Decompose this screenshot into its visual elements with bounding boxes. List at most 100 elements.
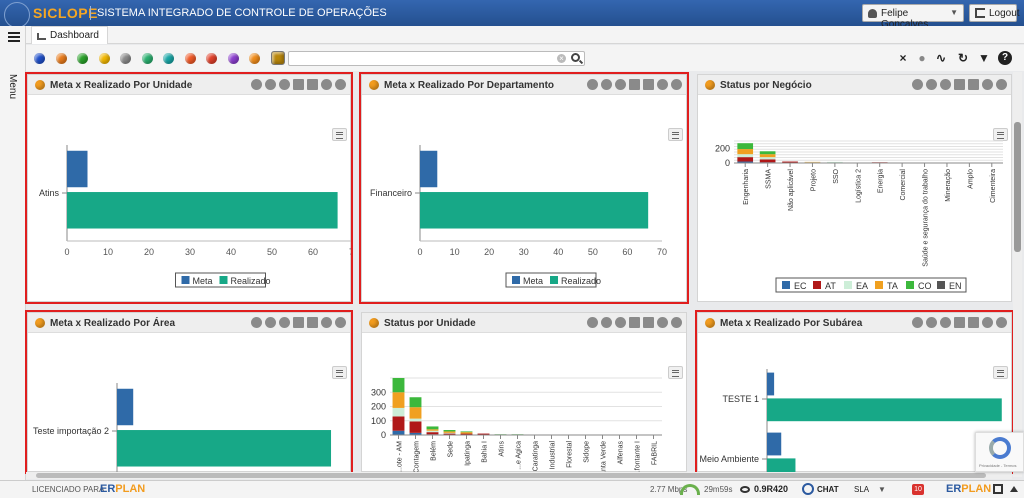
fullscreen-icon[interactable] — [993, 484, 1003, 494]
download-icon[interactable] — [293, 79, 304, 90]
settings-icon[interactable] — [321, 317, 332, 328]
settings-icon[interactable] — [657, 79, 668, 90]
recaptcha-text[interactable]: Privacidade - Termos — [979, 463, 1017, 468]
status-filter-dot[interactable] — [77, 53, 88, 64]
download-icon[interactable] — [293, 317, 304, 328]
search-input[interactable] — [288, 51, 585, 66]
email-icon[interactable] — [968, 79, 979, 90]
recaptcha-badge[interactable]: Privacidade - Termos — [975, 432, 1024, 472]
pin-icon[interactable] — [279, 79, 290, 90]
legend-box — [775, 277, 967, 293]
block-icon[interactable] — [671, 317, 682, 328]
block-icon[interactable] — [335, 79, 346, 90]
chart: 0 200 Engenharia SSMA Não aplicável Projeto SS… — [715, 140, 1003, 293]
activity-icon[interactable]: ∿ — [935, 51, 947, 65]
status-dot-icon[interactable]: ● — [918, 51, 926, 65]
refresh-icon[interactable] — [601, 79, 612, 90]
vertical-scroll-thumb[interactable] — [1014, 122, 1021, 252]
status-filter-dot[interactable] — [249, 53, 260, 64]
calendar-badge[interactable]: 10 — [912, 484, 924, 495]
status-filter-dot[interactable] — [34, 53, 45, 64]
block-icon[interactable] — [996, 317, 1007, 328]
bar-realizado — [767, 458, 796, 473]
refresh-icon[interactable]: ↻ — [957, 51, 969, 65]
x-tick-label: Projeto — [810, 169, 817, 191]
clear-search-icon[interactable]: × — [557, 54, 566, 63]
chevron-down-icon[interactable]: ▼ — [878, 485, 886, 494]
email-icon[interactable] — [643, 79, 654, 90]
refresh-icon[interactable] — [926, 79, 937, 90]
status-filter-dot[interactable] — [227, 53, 239, 64]
horizontal-scroll-thumb[interactable] — [36, 473, 986, 478]
user-menu-button[interactable]: Felipe Gonçalves ▼ — [862, 4, 964, 30]
refresh-icon[interactable] — [926, 317, 937, 328]
refresh-icon[interactable] — [601, 317, 612, 328]
chart-menu-icon[interactable] — [668, 128, 683, 141]
chat-button[interactable]: CHAT — [817, 485, 839, 494]
panel-header: Meta x Realizado Por Unidade — [28, 75, 350, 95]
horizontal-scrollbar[interactable] — [26, 472, 1012, 479]
settings-icon[interactable] — [982, 317, 993, 328]
help-icon[interactable]: ? — [998, 51, 1012, 65]
vertical-scrollbar[interactable] — [1013, 72, 1022, 477]
zoom-icon[interactable] — [912, 79, 923, 90]
version-label: 0.9R420 — [754, 484, 789, 494]
download-icon[interactable] — [629, 317, 640, 328]
settings-icon[interactable] — [657, 317, 668, 328]
block-icon[interactable] — [335, 317, 346, 328]
refresh-icon[interactable] — [265, 79, 276, 90]
top-bar: SICLOPE SISTEMA INTEGRADO DE CONTROLE DE… — [0, 0, 1024, 30]
download-icon[interactable] — [954, 317, 965, 328]
search-icon[interactable] — [571, 53, 580, 62]
status-filter-dot[interactable] — [120, 53, 131, 64]
expand-icon[interactable] — [1010, 486, 1018, 492]
chart-menu-icon[interactable] — [332, 366, 347, 379]
status-filter-dot[interactable] — [206, 53, 217, 64]
block-icon[interactable] — [671, 79, 682, 90]
filter-icon[interactable]: ▼ — [978, 51, 990, 65]
pin-icon[interactable] — [940, 79, 951, 90]
status-dot-icon — [369, 318, 379, 328]
download-icon[interactable] — [629, 79, 640, 90]
status-filter-dot[interactable] — [270, 51, 285, 65]
tab-dashboard[interactable]: Dashboard — [31, 26, 108, 44]
chat-icon[interactable] — [802, 483, 814, 495]
email-icon[interactable] — [307, 79, 318, 90]
settings-icon[interactable] — [982, 79, 993, 90]
panel-header: Meta x Realizado Por Área — [28, 313, 350, 333]
zoom-icon[interactable] — [251, 317, 262, 328]
pin-icon[interactable] — [615, 317, 626, 328]
hamburger-icon[interactable] — [8, 32, 20, 42]
refresh-icon[interactable] — [265, 317, 276, 328]
pin-icon[interactable] — [279, 317, 290, 328]
menu-label[interactable]: Menu — [7, 74, 18, 100]
category-label: Atins — [39, 188, 60, 198]
pin-icon[interactable] — [940, 317, 951, 328]
sla-dropdown[interactable]: SLA — [854, 485, 870, 494]
chart-menu-icon[interactable] — [332, 128, 347, 141]
block-icon[interactable] — [996, 79, 1007, 90]
close-filters-icon[interactable]: × — [899, 51, 907, 65]
zoom-icon[interactable] — [587, 79, 598, 90]
zoom-icon[interactable] — [587, 317, 598, 328]
logout-button[interactable]: Logout — [969, 4, 1020, 22]
email-icon[interactable] — [307, 317, 318, 328]
pin-icon[interactable] — [615, 79, 626, 90]
zoom-icon[interactable] — [912, 317, 923, 328]
status-filter-dot[interactable] — [163, 53, 174, 64]
zoom-icon[interactable] — [251, 79, 262, 90]
x-tick-label: 20 — [144, 247, 154, 257]
status-filter-dot[interactable] — [184, 53, 196, 64]
bar-realizado — [67, 192, 338, 229]
status-filter-dot[interactable] — [98, 53, 110, 64]
download-icon[interactable] — [954, 79, 965, 90]
x-tick-label: 50 — [267, 247, 277, 257]
status-filter-dot[interactable] — [55, 53, 67, 64]
email-icon[interactable] — [643, 317, 654, 328]
chart-menu-icon[interactable] — [668, 366, 683, 379]
settings-icon[interactable] — [321, 79, 332, 90]
status-filter-dot[interactable] — [141, 53, 153, 64]
email-icon[interactable] — [968, 317, 979, 328]
gauge-icon — [680, 484, 700, 495]
chart-menu-icon[interactable] — [993, 366, 1008, 379]
